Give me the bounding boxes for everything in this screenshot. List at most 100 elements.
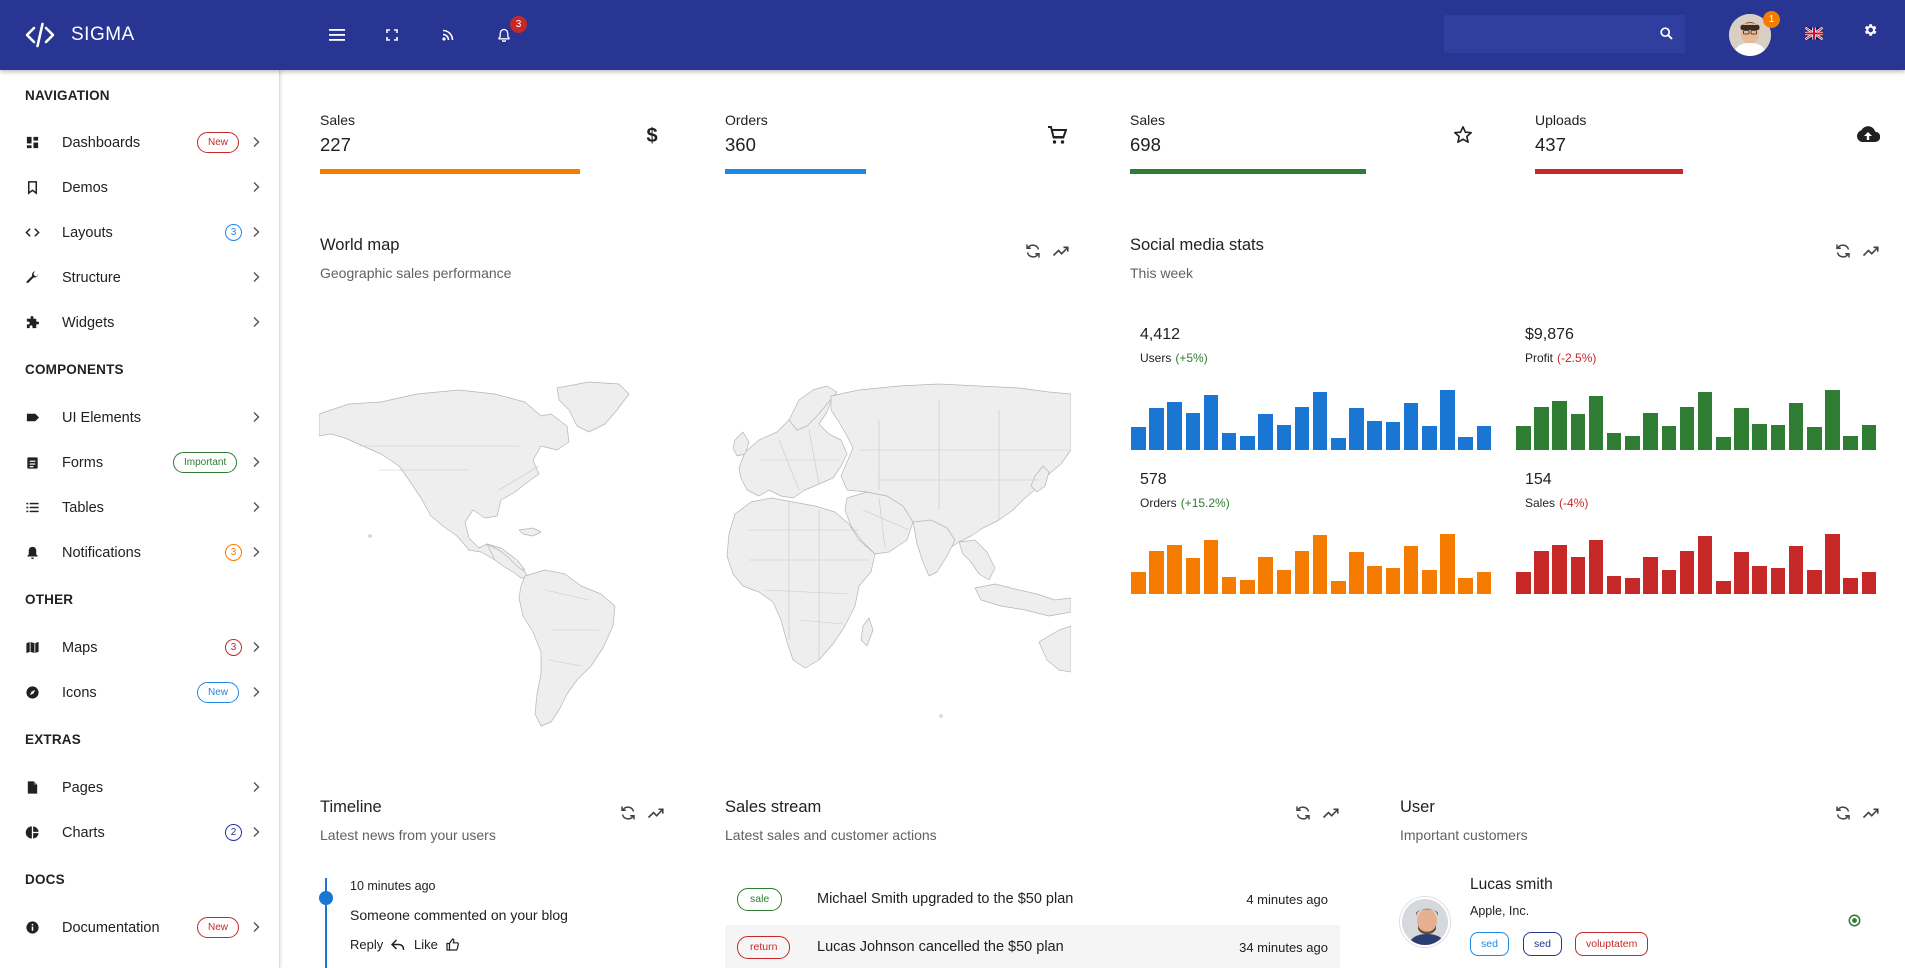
code-logo-icon [25, 22, 55, 48]
stream-tag-return: return [737, 935, 791, 959]
mini-bar [1149, 551, 1164, 594]
timeline-line [325, 878, 327, 968]
europe-region [738, 391, 848, 499]
mini-bar [1661, 426, 1676, 450]
trending-up-icon[interactable] [1862, 242, 1880, 260]
sidebar-item-label: Dashboards [62, 134, 141, 151]
sidebar-item-pages[interactable]: Pages [0, 765, 280, 810]
trending-up-icon[interactable] [1052, 242, 1070, 260]
rss-icon [442, 29, 454, 41]
stat-label: Sales [1525, 496, 1556, 510]
stat-card-orders: Orders 360 [725, 112, 866, 174]
bell-icon [498, 28, 510, 42]
section-title-docs: DOCS [25, 872, 65, 887]
mini-bar [1476, 426, 1492, 450]
mini-bar [1807, 570, 1822, 594]
sales-stream-row[interactable]: return Lucas Johnson cancelled the $50 p… [725, 925, 1340, 968]
mini-bar [1367, 566, 1382, 594]
chevron-right-icon [253, 272, 260, 282]
refresh-icon[interactable] [1024, 242, 1042, 260]
cart-icon [1048, 126, 1067, 144]
stat-change: (-2.5%) [1557, 351, 1597, 365]
notifications-button[interactable]: 3 [489, 16, 527, 50]
central-america-region [486, 543, 530, 579]
social-users-stat: 4,412 Users (+5%) [1140, 326, 1208, 365]
mini-bar [1606, 576, 1622, 594]
stat-change: (+5%) [1175, 351, 1208, 365]
fullscreen-button[interactable] [377, 20, 407, 50]
menu-icon [329, 29, 345, 41]
customer-company: Apple, Inc. [1470, 904, 1530, 918]
trending-up-icon[interactable] [647, 804, 665, 822]
refresh-icon[interactable] [1834, 242, 1852, 260]
customer-avatar[interactable] [1400, 897, 1450, 947]
chevron-right-icon [253, 502, 260, 512]
mini-bar [1534, 551, 1549, 594]
sidebar-item-label: Forms [62, 454, 104, 471]
sidebar-item-dashboards[interactable]: Dashboards New [0, 120, 280, 165]
settings-gear-icon[interactable] [1862, 22, 1878, 38]
sidebar-item-tables[interactable]: Tables [0, 485, 280, 530]
user-badge: 1 [1763, 11, 1780, 28]
info-icon [26, 921, 39, 934]
mini-bar [1149, 408, 1164, 450]
trending-up-icon[interactable] [1322, 804, 1340, 822]
sidebar-item-maps[interactable]: Maps 3 [0, 625, 280, 670]
sidebar-item-widgets[interactable]: Widgets [0, 300, 280, 345]
rss-button[interactable] [433, 20, 463, 50]
reply-label: Reply [350, 937, 384, 952]
brand[interactable]: SIGMA [25, 20, 135, 50]
customer-tag[interactable]: sed [1470, 932, 1509, 956]
sales-stream-row[interactable]: sale Michael Smith upgraded to the $50 p… [725, 877, 1340, 921]
mini-bar [1697, 536, 1713, 594]
sidebar-item-structure[interactable]: Structure [0, 255, 280, 300]
mini-bar [1349, 408, 1364, 450]
sidebar-item-demos[interactable]: Demos [0, 165, 280, 210]
sidebar-item-icons[interactable]: Icons New [0, 670, 280, 715]
refresh-icon[interactable] [1294, 804, 1312, 822]
customer-tag[interactable]: sed [1523, 932, 1562, 956]
stat-label: Orders [725, 112, 768, 128]
mini-bar [1185, 413, 1201, 450]
mini-bar [1752, 424, 1767, 450]
search-input[interactable] [1444, 15, 1644, 53]
greenland-region [556, 381, 630, 433]
customer-tag[interactable]: voluptatem [1575, 932, 1649, 956]
sidebar-item-charts[interactable]: Charts 2 [0, 810, 280, 855]
badge-count: 2 [225, 824, 242, 841]
sidebar-item-forms[interactable]: Forms Important [0, 440, 280, 485]
orders-bar-chart [1131, 534, 1495, 594]
notification-count-badge: 3 [510, 16, 527, 33]
mini-bar [1240, 580, 1255, 594]
mini-bar [1788, 403, 1804, 450]
mini-bar [1276, 570, 1291, 594]
reply-button[interactable]: Reply [350, 937, 405, 952]
badge-count: 3 [225, 639, 242, 656]
refresh-icon[interactable] [619, 804, 637, 822]
asia-region [830, 383, 1071, 551]
uk-flag-icon[interactable] [1805, 27, 1823, 40]
south-america-region [518, 569, 616, 727]
map-icon [26, 641, 39, 654]
stat-value: 437 [1535, 134, 1566, 155]
mini-bar [1588, 540, 1604, 594]
mini-bar [1385, 422, 1401, 450]
app-name: SIGMA [71, 24, 135, 45]
mini-bar [1716, 581, 1731, 594]
sidebar-item-ui-elements[interactable]: UI Elements [0, 395, 280, 440]
sidebar-item-documentation[interactable]: Documentation New [0, 905, 280, 950]
sidebar-item-notifications[interactable]: Notifications 3 [0, 530, 280, 575]
like-button[interactable]: Like [414, 937, 459, 952]
sidebar-item-layouts[interactable]: Layouts 3 [0, 210, 280, 255]
search-icon[interactable] [1660, 27, 1673, 40]
wrench-icon [26, 271, 39, 284]
world-map[interactable] [319, 380, 1071, 732]
mini-bar [1476, 572, 1492, 594]
refresh-icon[interactable] [1834, 804, 1852, 822]
cloud-upload-icon [1857, 126, 1880, 143]
menu-toggle-button[interactable] [322, 20, 352, 50]
mini-bar [1458, 578, 1473, 594]
mini-bar [1843, 436, 1858, 450]
trending-up-icon[interactable] [1862, 804, 1880, 822]
mini-bar [1734, 552, 1749, 594]
